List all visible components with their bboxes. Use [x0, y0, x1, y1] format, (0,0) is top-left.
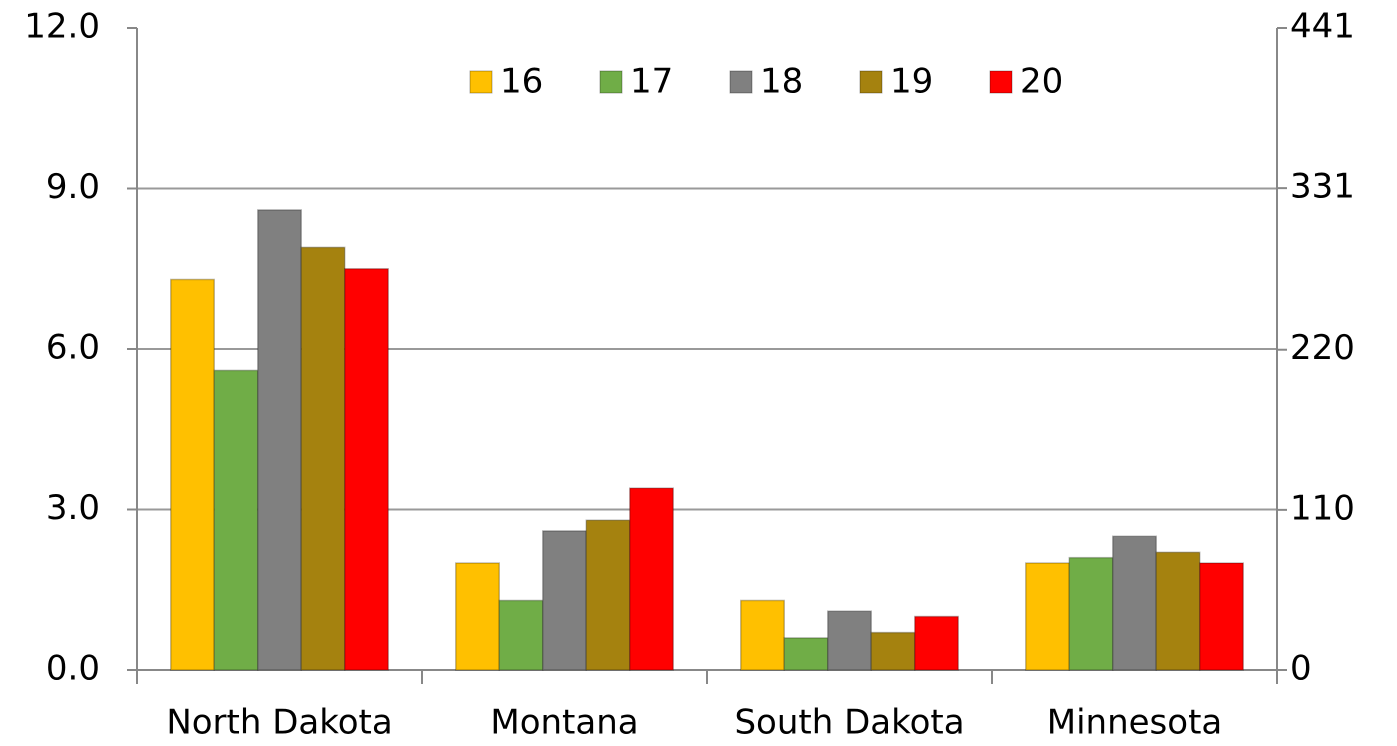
y2-tick-label: 220	[1290, 328, 1355, 368]
bar	[542, 530, 587, 671]
legend-swatch	[469, 70, 493, 94]
x-tick-label: North Dakota	[166, 703, 392, 743]
legend-label: 20	[1020, 62, 1063, 102]
bar	[300, 246, 346, 671]
bar	[344, 268, 389, 671]
bar	[783, 637, 829, 671]
bar	[170, 278, 215, 671]
legend-label: 17	[630, 62, 673, 102]
bar	[914, 615, 959, 671]
legend-swatch	[989, 70, 1013, 94]
y2-tick-label: 0	[1290, 649, 1312, 689]
y-tick-label: 9.0	[46, 167, 100, 207]
x-tick-label: Minnesota	[1047, 703, 1222, 743]
bar	[870, 631, 916, 671]
legend-label: 18	[760, 62, 803, 102]
bar	[1068, 556, 1114, 671]
bar	[740, 599, 785, 671]
bar	[827, 610, 872, 671]
legend-swatch	[729, 70, 753, 94]
bar	[213, 369, 259, 671]
bar	[257, 209, 302, 671]
bar	[498, 599, 544, 671]
legend-swatch	[599, 70, 623, 94]
y-tick-label: 12.0	[24, 7, 100, 47]
bar	[455, 562, 500, 671]
y-tick-label: 6.0	[46, 328, 100, 368]
bar	[1155, 551, 1201, 671]
y2-tick-label: 331	[1290, 167, 1355, 207]
y-tick-label: 0.0	[46, 649, 100, 689]
y2-tick-label: 441	[1290, 7, 1355, 47]
x-tick-label: South Dakota	[734, 703, 964, 743]
bar	[629, 487, 674, 671]
bar	[1025, 562, 1070, 671]
y2-tick-label: 110	[1290, 488, 1355, 528]
legend-label: 19	[890, 62, 933, 102]
bar	[585, 519, 631, 671]
legend-label: 16	[500, 62, 543, 102]
bar	[1199, 562, 1244, 671]
y-tick-label: 3.0	[46, 488, 100, 528]
x-tick-label: Montana	[490, 703, 638, 743]
legend-swatch	[859, 70, 883, 94]
bar	[1112, 535, 1157, 671]
